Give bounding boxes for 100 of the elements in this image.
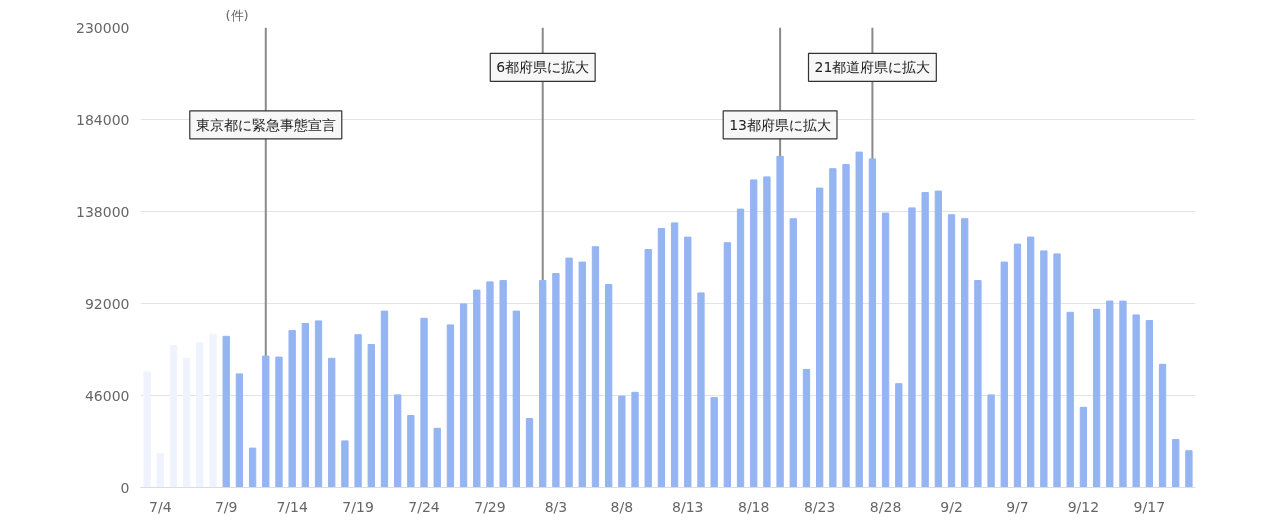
x-tick-label: 7/19 [342,498,374,515]
bar [591,246,600,488]
x-tick-label: 8/28 [869,498,902,515]
y-axis-title: (件) [225,7,249,23]
y-tick-label: 184000 [76,111,130,128]
bar [143,371,151,488]
x-tick-label: 9/2 [940,498,963,515]
x-tick-label: 9/17 [1133,498,1166,515]
bar [367,344,375,488]
bar [235,373,244,488]
bar [1000,261,1008,488]
bar [895,383,903,488]
bar [473,289,481,488]
ref-line-label: 東京都に緊急事態宣言 [195,116,336,133]
bar [1119,300,1127,488]
bar [1040,250,1048,488]
bar [750,179,758,488]
bar [1013,243,1022,488]
y-tick-label: 0 [120,479,130,496]
bar [1158,363,1167,488]
bar [209,334,217,488]
bar [420,317,428,488]
bar [961,218,969,488]
bar [262,355,270,488]
ref-line-label: 21都道府県に拡大 [814,59,931,76]
bar [156,453,164,488]
bar [934,190,943,488]
bar [288,330,296,488]
bar [802,369,811,488]
bar [644,249,652,488]
bar [407,415,415,488]
bar [670,222,679,488]
bar [908,207,916,488]
bar [604,284,613,488]
x-tick-label: 8/3 [544,498,568,515]
bar [710,397,718,488]
bar [354,334,362,488]
bar [1092,308,1101,488]
bar [341,440,349,488]
bar [1106,300,1114,488]
bar [275,356,283,488]
y-tick-label: 92000 [84,295,130,312]
bar [380,310,389,488]
y-tick-label: 46000 [84,387,130,404]
bar [1053,253,1061,488]
x-tick-label: 8/8 [610,498,634,515]
bar [1066,311,1074,488]
y-tick-label: 230000 [76,19,130,36]
bar [881,212,890,488]
bar [789,218,797,488]
bar [578,261,586,488]
bar [393,394,402,488]
bar [987,394,995,488]
x-tick-label: 8/13 [672,498,704,515]
bar [552,273,560,488]
x-tick-label: 8/18 [738,498,770,515]
bar [1185,450,1193,488]
bar [459,303,468,488]
bar [222,335,230,488]
bar [763,176,771,488]
bar [684,236,692,488]
bar [486,281,494,488]
bar [947,214,956,488]
x-tick-label: 9/12 [1067,498,1100,515]
bar [1026,236,1035,488]
bar [921,192,929,488]
bar [1079,406,1088,488]
bar [328,357,336,488]
bar [446,324,455,488]
bar [196,342,204,488]
x-tick-label: 8/23 [803,498,836,515]
x-tick-label: 7/4 [149,498,172,515]
bar [182,357,191,488]
bar [842,164,850,488]
bar [736,208,745,488]
bar [525,418,534,488]
bar [723,242,732,488]
bar [301,323,310,488]
bar [855,151,863,488]
bar [539,280,547,488]
bar [776,155,784,488]
x-tick-label: 7/14 [276,498,308,515]
bar [512,310,521,488]
bar [565,257,573,488]
bar [618,395,626,488]
bar [815,187,824,488]
bar [248,447,257,488]
y-tick-label: 138000 [76,203,130,220]
bar [631,391,639,488]
bar [657,228,666,488]
bar [1145,320,1154,488]
bar [697,292,705,488]
bar [1132,314,1140,488]
x-tick-label: 9/7 [1006,498,1029,515]
x-tick-label: 7/29 [474,498,506,515]
bar [433,427,441,488]
bar [868,158,877,488]
bar [974,280,982,488]
ref-line-label: 13都府県に拡大 [729,116,832,133]
x-tick-label: 7/24 [408,498,440,515]
